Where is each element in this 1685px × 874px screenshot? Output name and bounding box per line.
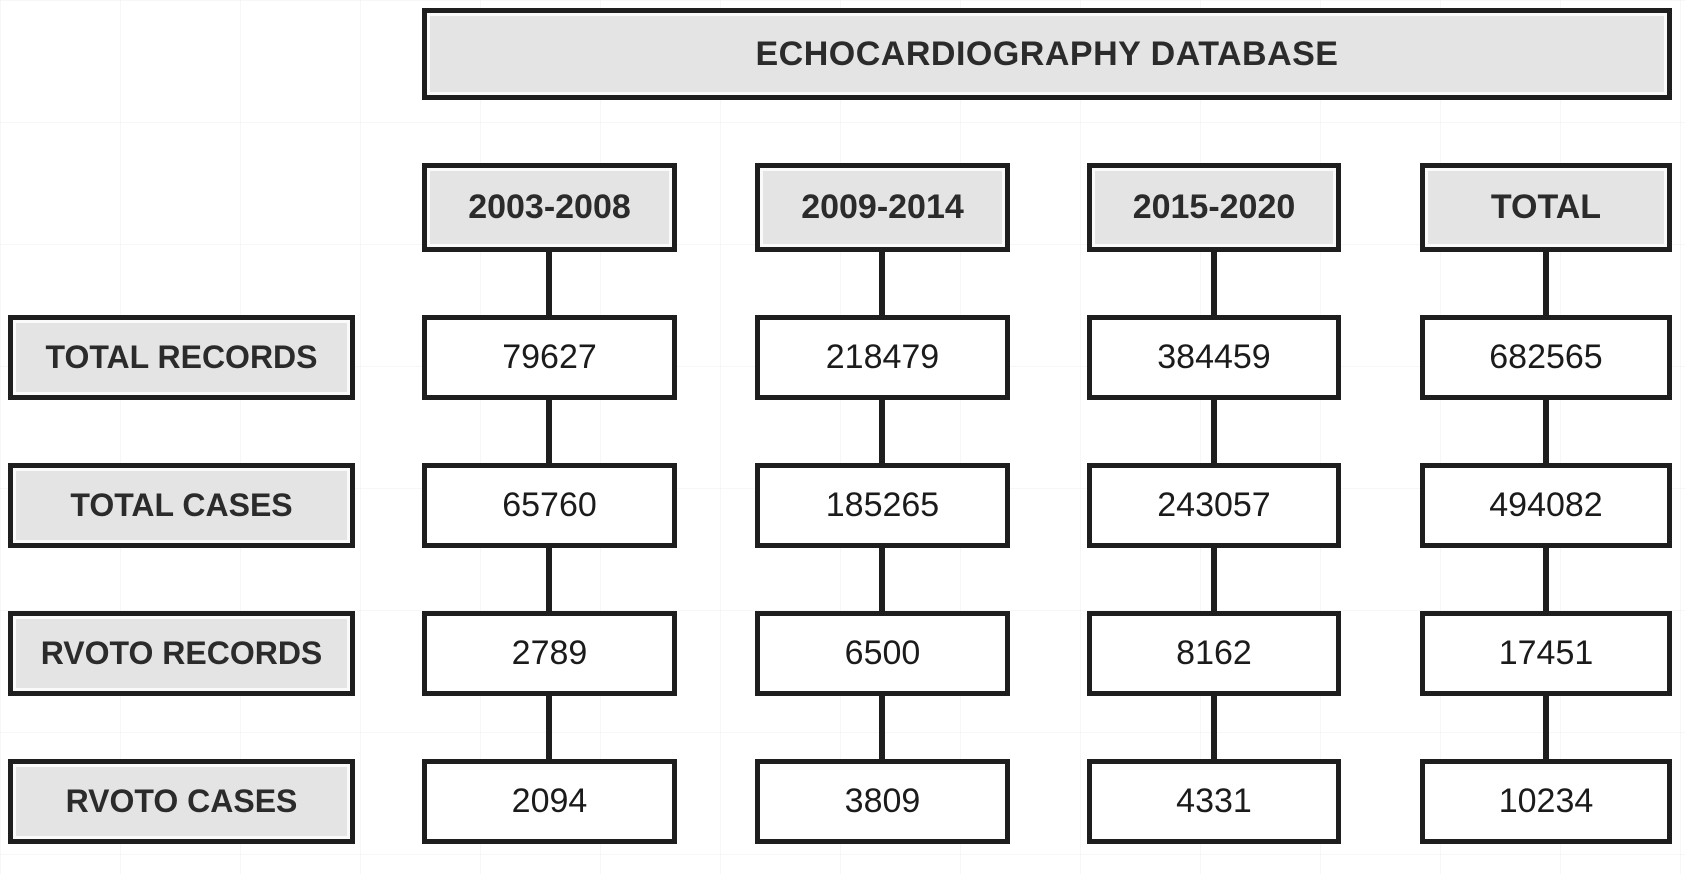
column-header-total: TOTAL [1420, 163, 1672, 252]
connector-line [546, 694, 552, 762]
value-cell: 384459 [1087, 315, 1341, 400]
value-cell: 4331 [1087, 759, 1341, 844]
connector-line [1543, 694, 1549, 762]
value-cell: 10234 [1420, 759, 1672, 844]
row-label-rvoto-cases: RVOTO CASES [8, 759, 355, 844]
value-cell: 218479 [755, 315, 1010, 400]
column-header-2009-2014: 2009-2014 [755, 163, 1010, 252]
connector-line [546, 250, 552, 318]
row-label-rvoto-records: RVOTO RECORDS [8, 611, 355, 696]
connector-line [879, 398, 885, 466]
value-cell: 17451 [1420, 611, 1672, 696]
connector-line [879, 546, 885, 614]
value-cell: 2094 [422, 759, 677, 844]
column-header-2003-2008: 2003-2008 [422, 163, 677, 252]
connector-line [546, 546, 552, 614]
connector-line [1543, 546, 1549, 614]
value-cell: 3809 [755, 759, 1010, 844]
value-cell: 185265 [755, 463, 1010, 548]
value-cell: 65760 [422, 463, 677, 548]
connector-line [879, 250, 885, 318]
column-header-2015-2020: 2015-2020 [1087, 163, 1341, 252]
value-cell: 494082 [1420, 463, 1672, 548]
connector-line [1543, 398, 1549, 466]
value-cell: 79627 [422, 315, 677, 400]
connector-line [1211, 398, 1217, 466]
value-cell: 6500 [755, 611, 1010, 696]
connector-line [1211, 546, 1217, 614]
value-cell: 243057 [1087, 463, 1341, 548]
connector-line [546, 398, 552, 466]
connector-line [879, 694, 885, 762]
row-label-total-cases: TOTAL CASES [8, 463, 355, 548]
value-cell: 682565 [1420, 315, 1672, 400]
value-cell: 2789 [422, 611, 677, 696]
connector-line [1211, 250, 1217, 318]
row-label-total-records: TOTAL RECORDS [8, 315, 355, 400]
value-cell: 8162 [1087, 611, 1341, 696]
connector-line [1543, 250, 1549, 318]
diagram-title: ECHOCARDIOGRAPHY DATABASE [422, 8, 1672, 100]
connector-line [1211, 694, 1217, 762]
